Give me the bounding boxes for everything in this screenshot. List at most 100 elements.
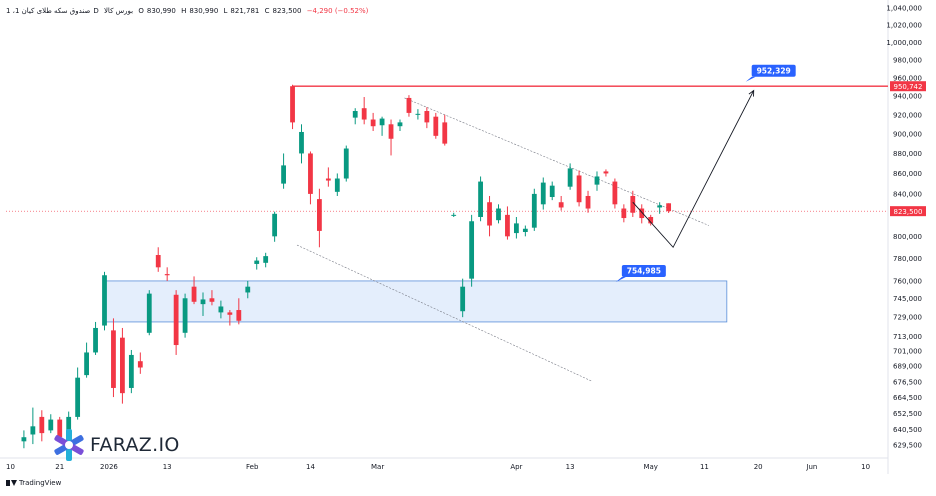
resistance-price-tag-bg xyxy=(890,81,926,92)
symbol-name[interactable]: 1 ،صندوق سکه طلای کیان xyxy=(6,7,91,15)
candle-body xyxy=(146,293,152,333)
projection-path xyxy=(632,90,755,249)
candle-body xyxy=(209,298,215,302)
candle-body xyxy=(155,255,161,268)
x-tick-label: 10 xyxy=(861,463,870,471)
callout-box xyxy=(621,264,666,277)
close-label: C xyxy=(264,7,270,15)
candle-body xyxy=(352,111,358,118)
candle-body xyxy=(388,124,394,139)
candle-body xyxy=(621,208,627,219)
candle-body xyxy=(397,122,403,127)
current-price-tag: 823,500 xyxy=(894,208,923,216)
candle-body xyxy=(325,178,331,181)
callout-pointer xyxy=(615,276,626,282)
candle-body xyxy=(433,116,439,136)
interval-label[interactable]: 1D xyxy=(14,7,99,15)
candle-body xyxy=(21,437,27,442)
channel-lower-line xyxy=(296,244,593,382)
candle-body xyxy=(487,202,492,226)
low-label: L xyxy=(223,7,228,15)
candle-body xyxy=(254,260,260,264)
x-tick-label: 13 xyxy=(566,463,575,471)
callout-label: 952,329 xyxy=(757,67,791,76)
close-value: 823,500 xyxy=(272,7,302,15)
candle-body xyxy=(137,361,143,368)
callout-label: 754,985 xyxy=(627,267,661,276)
y-tick-label: 880,000 xyxy=(893,150,922,158)
candle-body xyxy=(227,312,233,315)
open-label: O xyxy=(138,7,144,15)
y-tick-label: 729,000 xyxy=(893,314,922,322)
candle-body xyxy=(505,214,510,237)
candle-body xyxy=(128,354,134,388)
candle-body xyxy=(469,221,475,279)
candle-body xyxy=(308,153,313,194)
candle-body xyxy=(406,97,412,113)
exchange-label: بورس کالا xyxy=(103,7,134,15)
candle-body xyxy=(513,223,519,234)
y-tick-label: 701,000 xyxy=(893,348,922,356)
y-tick-label: 920,000 xyxy=(893,111,922,119)
candle-body xyxy=(164,274,170,276)
x-tick-label: 2026 xyxy=(100,463,118,471)
x-tick-label: 20 xyxy=(754,463,763,471)
candle-body xyxy=(290,86,295,123)
x-tick-label: 21 xyxy=(55,463,64,471)
candle-body xyxy=(522,228,528,232)
channel-upper-line xyxy=(404,97,710,226)
candle-body xyxy=(48,419,54,431)
y-tick-label: 960,000 xyxy=(893,74,922,82)
y-tick-label: 713,000 xyxy=(893,333,922,341)
candle-body xyxy=(245,286,251,293)
candle-body xyxy=(603,171,609,174)
y-tick-label: 940,000 xyxy=(893,93,922,101)
y-tick-label: 1,020,000 xyxy=(886,22,922,30)
y-tick-label: 640,500 xyxy=(893,426,922,434)
high-label: H xyxy=(181,7,187,15)
x-tick-label: 13 xyxy=(163,463,172,471)
current-price-tag-bg xyxy=(890,206,926,217)
y-tick-label: 900,000 xyxy=(893,130,922,138)
candle-body xyxy=(173,294,179,346)
candle-body xyxy=(657,205,663,208)
candle-body xyxy=(281,165,286,184)
candle-body xyxy=(263,256,269,263)
candle-body xyxy=(594,176,600,185)
candle-body xyxy=(531,193,537,228)
y-tick-label: 760,000 xyxy=(893,277,922,285)
candle-body xyxy=(648,216,654,224)
y-tick-label: 629,500 xyxy=(893,441,922,449)
candle-body xyxy=(666,203,672,212)
candle-body xyxy=(102,275,107,326)
candle-body xyxy=(39,416,45,434)
callout-box xyxy=(751,64,796,77)
tradingview-footer[interactable]: TradingView xyxy=(6,479,61,487)
candle-body xyxy=(317,199,322,231)
tradingview-brand: TradingView xyxy=(19,479,62,487)
x-tick-label: Feb xyxy=(246,463,259,471)
demand-zone xyxy=(104,280,728,323)
candle-body xyxy=(111,330,116,388)
candle-body xyxy=(424,111,430,123)
y-tick-label: 664,500 xyxy=(893,394,922,402)
faraz-star-icon xyxy=(54,429,84,461)
candle-body xyxy=(236,310,242,321)
candle-body xyxy=(496,208,501,221)
candle-body xyxy=(200,299,206,305)
candle-body xyxy=(370,119,376,127)
candle-body xyxy=(576,175,582,203)
candle-body xyxy=(75,377,81,417)
candle-body xyxy=(93,327,98,353)
candle-body xyxy=(567,168,573,187)
projection-arrowhead xyxy=(748,89,755,97)
candle-body xyxy=(66,416,72,436)
y-tick-label: 860,000 xyxy=(893,170,922,178)
y-tick-label: 980,000 xyxy=(893,56,922,64)
candle-body xyxy=(585,195,591,209)
y-tick-label: 780,000 xyxy=(893,255,922,263)
logo-text: FARAZ.IO xyxy=(90,434,180,456)
high-value: 830,990 xyxy=(189,7,219,15)
